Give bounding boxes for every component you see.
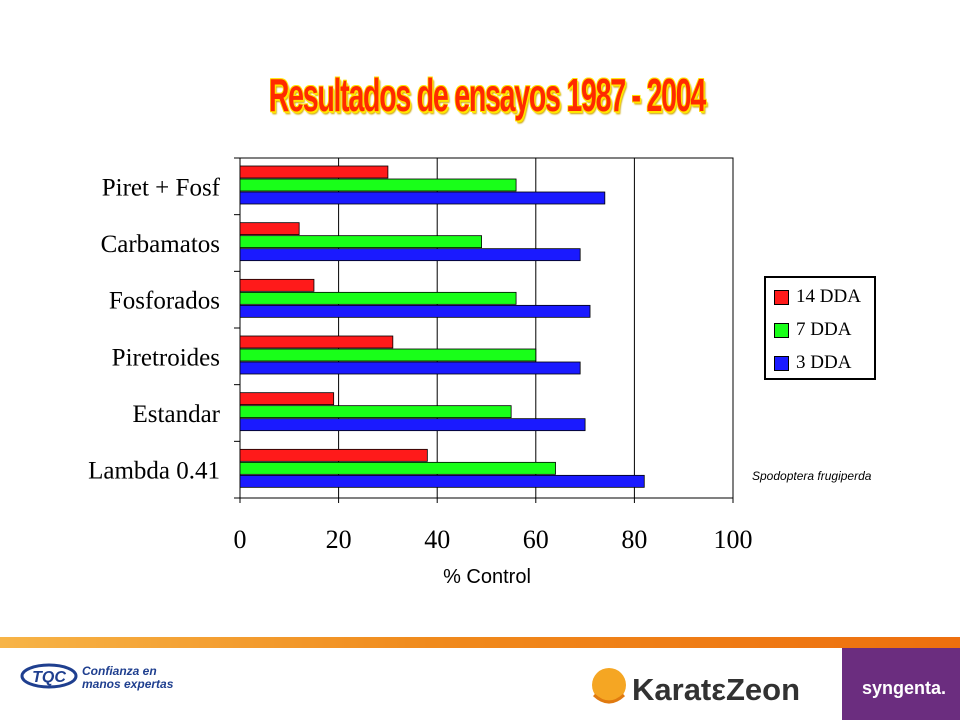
category-label: Lambda 0.41 xyxy=(88,458,220,485)
bar xyxy=(239,405,512,419)
legend-label: 3 DDA xyxy=(796,352,852,373)
bar xyxy=(239,304,591,318)
tqc-tagline-line-2: manos expertas xyxy=(82,677,174,691)
x-tick-label: 0 xyxy=(234,525,247,554)
tqc-tagline-line-1: Confianza en xyxy=(82,664,157,678)
bar xyxy=(239,348,537,362)
legend-swatch-14dda xyxy=(774,289,789,305)
slide-title: Resultados de ensayos 1987 - 2004 xyxy=(268,69,706,121)
tqc-logo: TQC xyxy=(20,663,78,689)
category-label: Piret + Fosf xyxy=(102,174,221,201)
category-label: Piretroides xyxy=(112,344,220,371)
x-tick-label: 80 xyxy=(621,525,647,554)
legend-label: 14 DDA xyxy=(796,286,861,307)
bar xyxy=(239,178,517,192)
bar xyxy=(239,461,556,475)
chart-legend: 14 DDA 7 DDA 3 DDA xyxy=(764,276,876,380)
x-tick-label: 60 xyxy=(523,525,549,554)
bar xyxy=(239,248,581,262)
legend-item: 3 DDA xyxy=(774,352,852,373)
footer-syngenta-panel xyxy=(842,648,960,720)
bar xyxy=(239,235,482,249)
bar xyxy=(239,474,645,488)
bar xyxy=(239,361,581,375)
legend-label: 7 DDA xyxy=(796,319,852,340)
tqc-tagline: Confianza en manos expertas xyxy=(82,665,173,691)
bar xyxy=(239,191,606,205)
bar xyxy=(239,278,315,292)
karate-zeon-logo: KaratεZeon xyxy=(632,672,801,707)
bar xyxy=(239,335,394,349)
bar xyxy=(239,448,428,462)
category-label: Carbamatos xyxy=(101,231,220,258)
syngenta-logo: syngenta. xyxy=(862,678,947,698)
x-tick-label: 40 xyxy=(424,525,450,554)
legend-swatch-3dda xyxy=(774,355,789,371)
bar xyxy=(239,165,389,179)
bar xyxy=(239,222,300,236)
footer-orange-bar xyxy=(0,637,960,648)
bar xyxy=(239,418,586,432)
legend-item: 14 DDA xyxy=(774,286,861,307)
category-label: Estandar xyxy=(133,401,221,428)
tqc-logo-text: TQC xyxy=(32,669,66,686)
x-tick-label: 20 xyxy=(326,525,352,554)
karate-sun-icon xyxy=(592,668,626,704)
bar xyxy=(239,392,335,406)
legend-item: 7 DDA xyxy=(774,319,852,340)
species-note: Spodoptera frugiperda xyxy=(752,469,872,483)
legend-swatch-7dda xyxy=(774,322,789,338)
bar xyxy=(239,291,517,305)
x-tick-label: 100 xyxy=(714,525,753,554)
x-axis-label: % Control xyxy=(443,566,531,588)
category-label: Fosforados xyxy=(109,288,220,315)
plot-area xyxy=(239,157,734,499)
